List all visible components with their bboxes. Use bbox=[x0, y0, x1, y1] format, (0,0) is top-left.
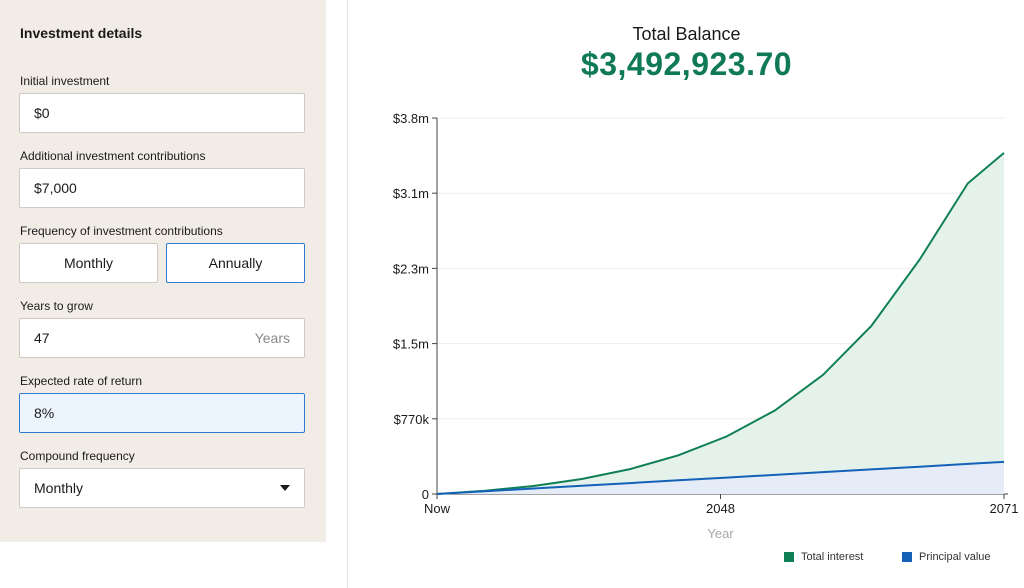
y-tick-label: 0 bbox=[422, 487, 429, 502]
x-tick-label: Now bbox=[424, 501, 451, 516]
rate-input[interactable]: 8% bbox=[19, 393, 305, 433]
total-interest-swatch bbox=[784, 552, 794, 562]
rate-label: Expected rate of return bbox=[20, 374, 142, 388]
chart-card: Total Balance $3,492,923.70 0$770k$1.5m$… bbox=[347, 0, 1024, 588]
balance-chart: 0 $770k $1.5m $2.3m $3.1m $3.8m Now 2048 2071 Yea… bbox=[348, 0, 1024, 588]
initial-investment-value: $0 bbox=[34, 105, 50, 121]
additional-contributions-label: Additional investment contributions bbox=[20, 149, 205, 163]
principal-value-swatch bbox=[902, 552, 912, 562]
y-tick-label: $770k bbox=[394, 412, 430, 427]
rate-value: 8% bbox=[34, 405, 54, 421]
y-tick-label: $2.3m bbox=[393, 261, 429, 276]
years-label: Years to grow bbox=[20, 299, 93, 313]
investment-form-panel: Investment details Initial investment $0… bbox=[0, 0, 326, 542]
caret-down-icon bbox=[280, 485, 290, 491]
x-tick-label: 2071 bbox=[990, 501, 1019, 516]
legend-principal-value: Principal value bbox=[902, 551, 991, 563]
frequency-monthly-button[interactable]: Monthly bbox=[19, 243, 158, 283]
legend-total-interest-label: Total interest bbox=[801, 551, 863, 563]
additional-contributions-input[interactable]: $7,000 bbox=[19, 168, 305, 208]
years-suffix: Years bbox=[255, 330, 290, 346]
initial-investment-input[interactable]: $0 bbox=[19, 93, 305, 133]
years-input[interactable]: 47 Years bbox=[19, 318, 305, 358]
total-interest-area bbox=[437, 153, 1004, 494]
years-value: 47 bbox=[34, 330, 50, 346]
legend-total-interest: Total interest bbox=[784, 551, 863, 563]
frequency-label: Frequency of investment contributions bbox=[20, 224, 223, 238]
y-tick-label: $1.5m bbox=[393, 337, 429, 352]
frequency-annually-button[interactable]: Annually bbox=[166, 243, 305, 283]
y-tick-label: $3.8m bbox=[393, 111, 429, 126]
initial-investment-label: Initial investment bbox=[20, 74, 109, 88]
additional-contributions-value: $7,000 bbox=[34, 180, 77, 196]
compound-label: Compound frequency bbox=[20, 449, 135, 463]
compound-select[interactable]: Monthly bbox=[19, 468, 305, 508]
x-tick-label: 2048 bbox=[706, 501, 735, 516]
x-axis-label: Year bbox=[707, 526, 734, 541]
compound-value: Monthly bbox=[34, 480, 83, 496]
panel-title: Investment details bbox=[20, 25, 142, 41]
legend-principal-value-label: Principal value bbox=[919, 551, 991, 563]
y-tick-label: $3.1m bbox=[393, 186, 429, 201]
